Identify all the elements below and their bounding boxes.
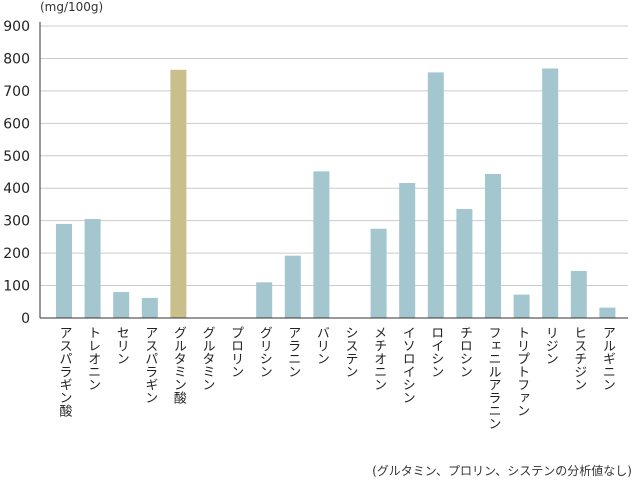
bars: [56, 68, 616, 318]
x-category-label: グルタミン酸: [171, 326, 187, 404]
bar-8: [284, 255, 301, 318]
y-tick-label: 300: [3, 214, 30, 230]
axes: [39, 22, 628, 319]
y-tick-label: 400: [3, 181, 30, 197]
x-category-label: セリン: [114, 326, 130, 365]
x-category-label: リジン: [543, 326, 558, 365]
bar-3: [141, 297, 158, 318]
bar-12: [399, 183, 416, 318]
bar-4: [170, 69, 187, 318]
y-tick-label: 100: [3, 279, 30, 295]
x-category-label: アルギニン: [600, 326, 615, 391]
x-category-label: メチオニン: [371, 326, 386, 391]
unit-label: (mg/100g): [40, 0, 104, 14]
x-category-label: グリシン: [257, 326, 273, 378]
footnote: (グルタミン、プロリン、システンの分析値なし): [372, 464, 632, 478]
x-category-label: フェニルアラニン: [486, 326, 501, 430]
bar-0: [56, 223, 72, 318]
x-category-label: ヒスチジン: [571, 326, 586, 391]
x-category-label: ロイシン: [428, 326, 443, 378]
bar-9: [313, 171, 330, 318]
x-category-label: トリプトファン: [514, 326, 529, 417]
y-tick-label: 600: [3, 116, 30, 132]
x-category-label: システン: [343, 326, 358, 378]
x-category-label: チロシン: [457, 326, 472, 378]
x-category-label: グルタミン: [200, 326, 216, 391]
grid-lines: [40, 25, 628, 287]
x-category-label: トレオニン: [85, 326, 100, 391]
y-tick-label: 900: [3, 19, 30, 35]
bar-15: [485, 173, 501, 318]
bar-1: [84, 219, 101, 318]
x-category-label: イソロイシン: [400, 326, 415, 404]
y-tick-labels: 0 100 200 300 400 500 600 700 800 900: [3, 19, 30, 327]
x-category-label: プロリン: [228, 326, 243, 378]
bar-19: [599, 307, 616, 318]
x-category-labels: アスパラギン酸 トレオニン セリン アスパラギン グルタミン酸 グルタミン プロリン グリシン…: [57, 326, 615, 430]
bar-13: [427, 72, 444, 318]
y-tick-label: 200: [3, 246, 30, 262]
x-category-label: アラニン: [285, 326, 300, 378]
y-tick-label: 0: [21, 311, 30, 327]
y-tick-label: 700: [3, 84, 30, 100]
bar-7: [256, 282, 273, 318]
x-category-label: アスパラギン酸: [57, 326, 73, 417]
y-tick-label: 800: [3, 51, 30, 67]
bar-16: [513, 294, 530, 318]
bar-2: [113, 292, 130, 318]
bar-14: [456, 208, 473, 318]
bar-11: [370, 228, 387, 318]
x-category-label: バリン: [314, 326, 330, 365]
bar-18: [570, 270, 587, 318]
x-category-label: アスパラギン: [142, 326, 158, 404]
y-tick-label: 500: [3, 149, 30, 165]
bar-17: [542, 68, 559, 318]
